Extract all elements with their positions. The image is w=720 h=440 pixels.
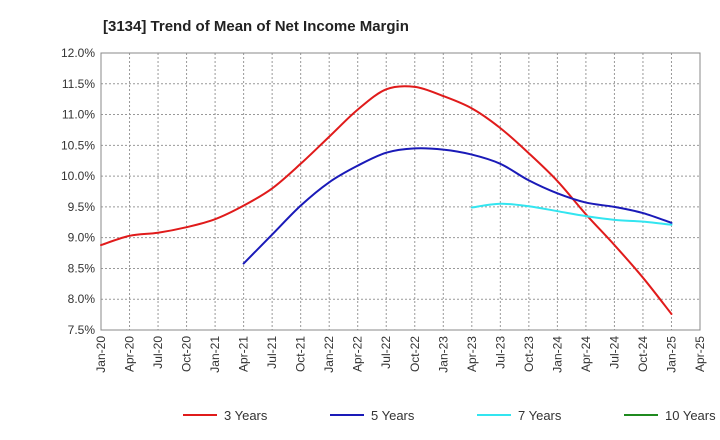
x-tick-label: Apr-23 (465, 336, 479, 372)
x-tick-label: Jan-20 (94, 336, 108, 373)
x-tick-label: Oct-23 (522, 336, 536, 372)
x-tick-label: Apr-22 (351, 336, 365, 372)
x-tick-label: Oct-24 (636, 336, 650, 372)
x-tick-label: Jan-22 (322, 336, 336, 373)
y-tick-label: 9.0% (68, 231, 96, 245)
y-tick-label: 11.5% (62, 77, 95, 91)
plot-frame (100, 52, 701, 331)
x-tick-label: Jul-24 (607, 336, 621, 369)
x-tick-label: Jan-23 (436, 336, 450, 373)
x-tick-label: Apr-20 (123, 336, 137, 372)
legend-label-7-years: 7 Years (518, 408, 562, 423)
y-tick-label: 8.5% (68, 261, 96, 275)
y-tick-label: 10.5% (61, 138, 95, 152)
x-tick-label: Jul-20 (151, 336, 165, 369)
x-tick-label: Jul-21 (265, 336, 279, 369)
legend: 3 Years 5 Years 7 Years 10 Years (183, 408, 716, 423)
plot-area (101, 53, 700, 330)
y-tick-label: 8.0% (68, 292, 96, 306)
x-tick-label: Jan-25 (664, 336, 678, 373)
y-tick-label: 9.5% (68, 200, 96, 214)
legend-label-10-years: 10 Years (665, 408, 716, 423)
chart-title: [3134] Trend of Mean of Net Income Margi… (103, 18, 409, 35)
y-tick-label: 11.0% (62, 108, 95, 122)
x-tick-label: Jan-21 (208, 336, 222, 373)
axis-layer: 12.0% 11.5% 11.0% 10.5% 10.0% 9.5% 9.0% 8.5% 8.0… (61, 46, 707, 373)
x-tick-label: Oct-21 (294, 336, 308, 372)
x-tick-label: Oct-20 (180, 336, 194, 372)
series-line-5-years (242, 147, 673, 265)
series-layer (100, 85, 673, 315)
series-line-7-years (470, 202, 673, 226)
x-tick-label: Jul-22 (379, 336, 393, 369)
x-tick-label: Apr-24 (579, 336, 593, 372)
y-tick-label: 12.0% (61, 46, 95, 60)
x-tick-label: Apr-21 (237, 336, 251, 372)
x-tick-label: Apr-25 (693, 336, 707, 372)
x-tick-label: Oct-22 (408, 336, 422, 372)
y-tick-label: 7.5% (68, 323, 96, 337)
x-tick-label: Jan-24 (550, 336, 564, 373)
legend-label-3-years: 3 Years (224, 408, 268, 423)
y-tick-label: 10.0% (61, 169, 95, 183)
grid-layer (100, 52, 701, 331)
x-tick-label: Jul-23 (493, 336, 507, 369)
legend-label-5-years: 5 Years (371, 408, 415, 423)
series-line-3-years (100, 85, 673, 315)
